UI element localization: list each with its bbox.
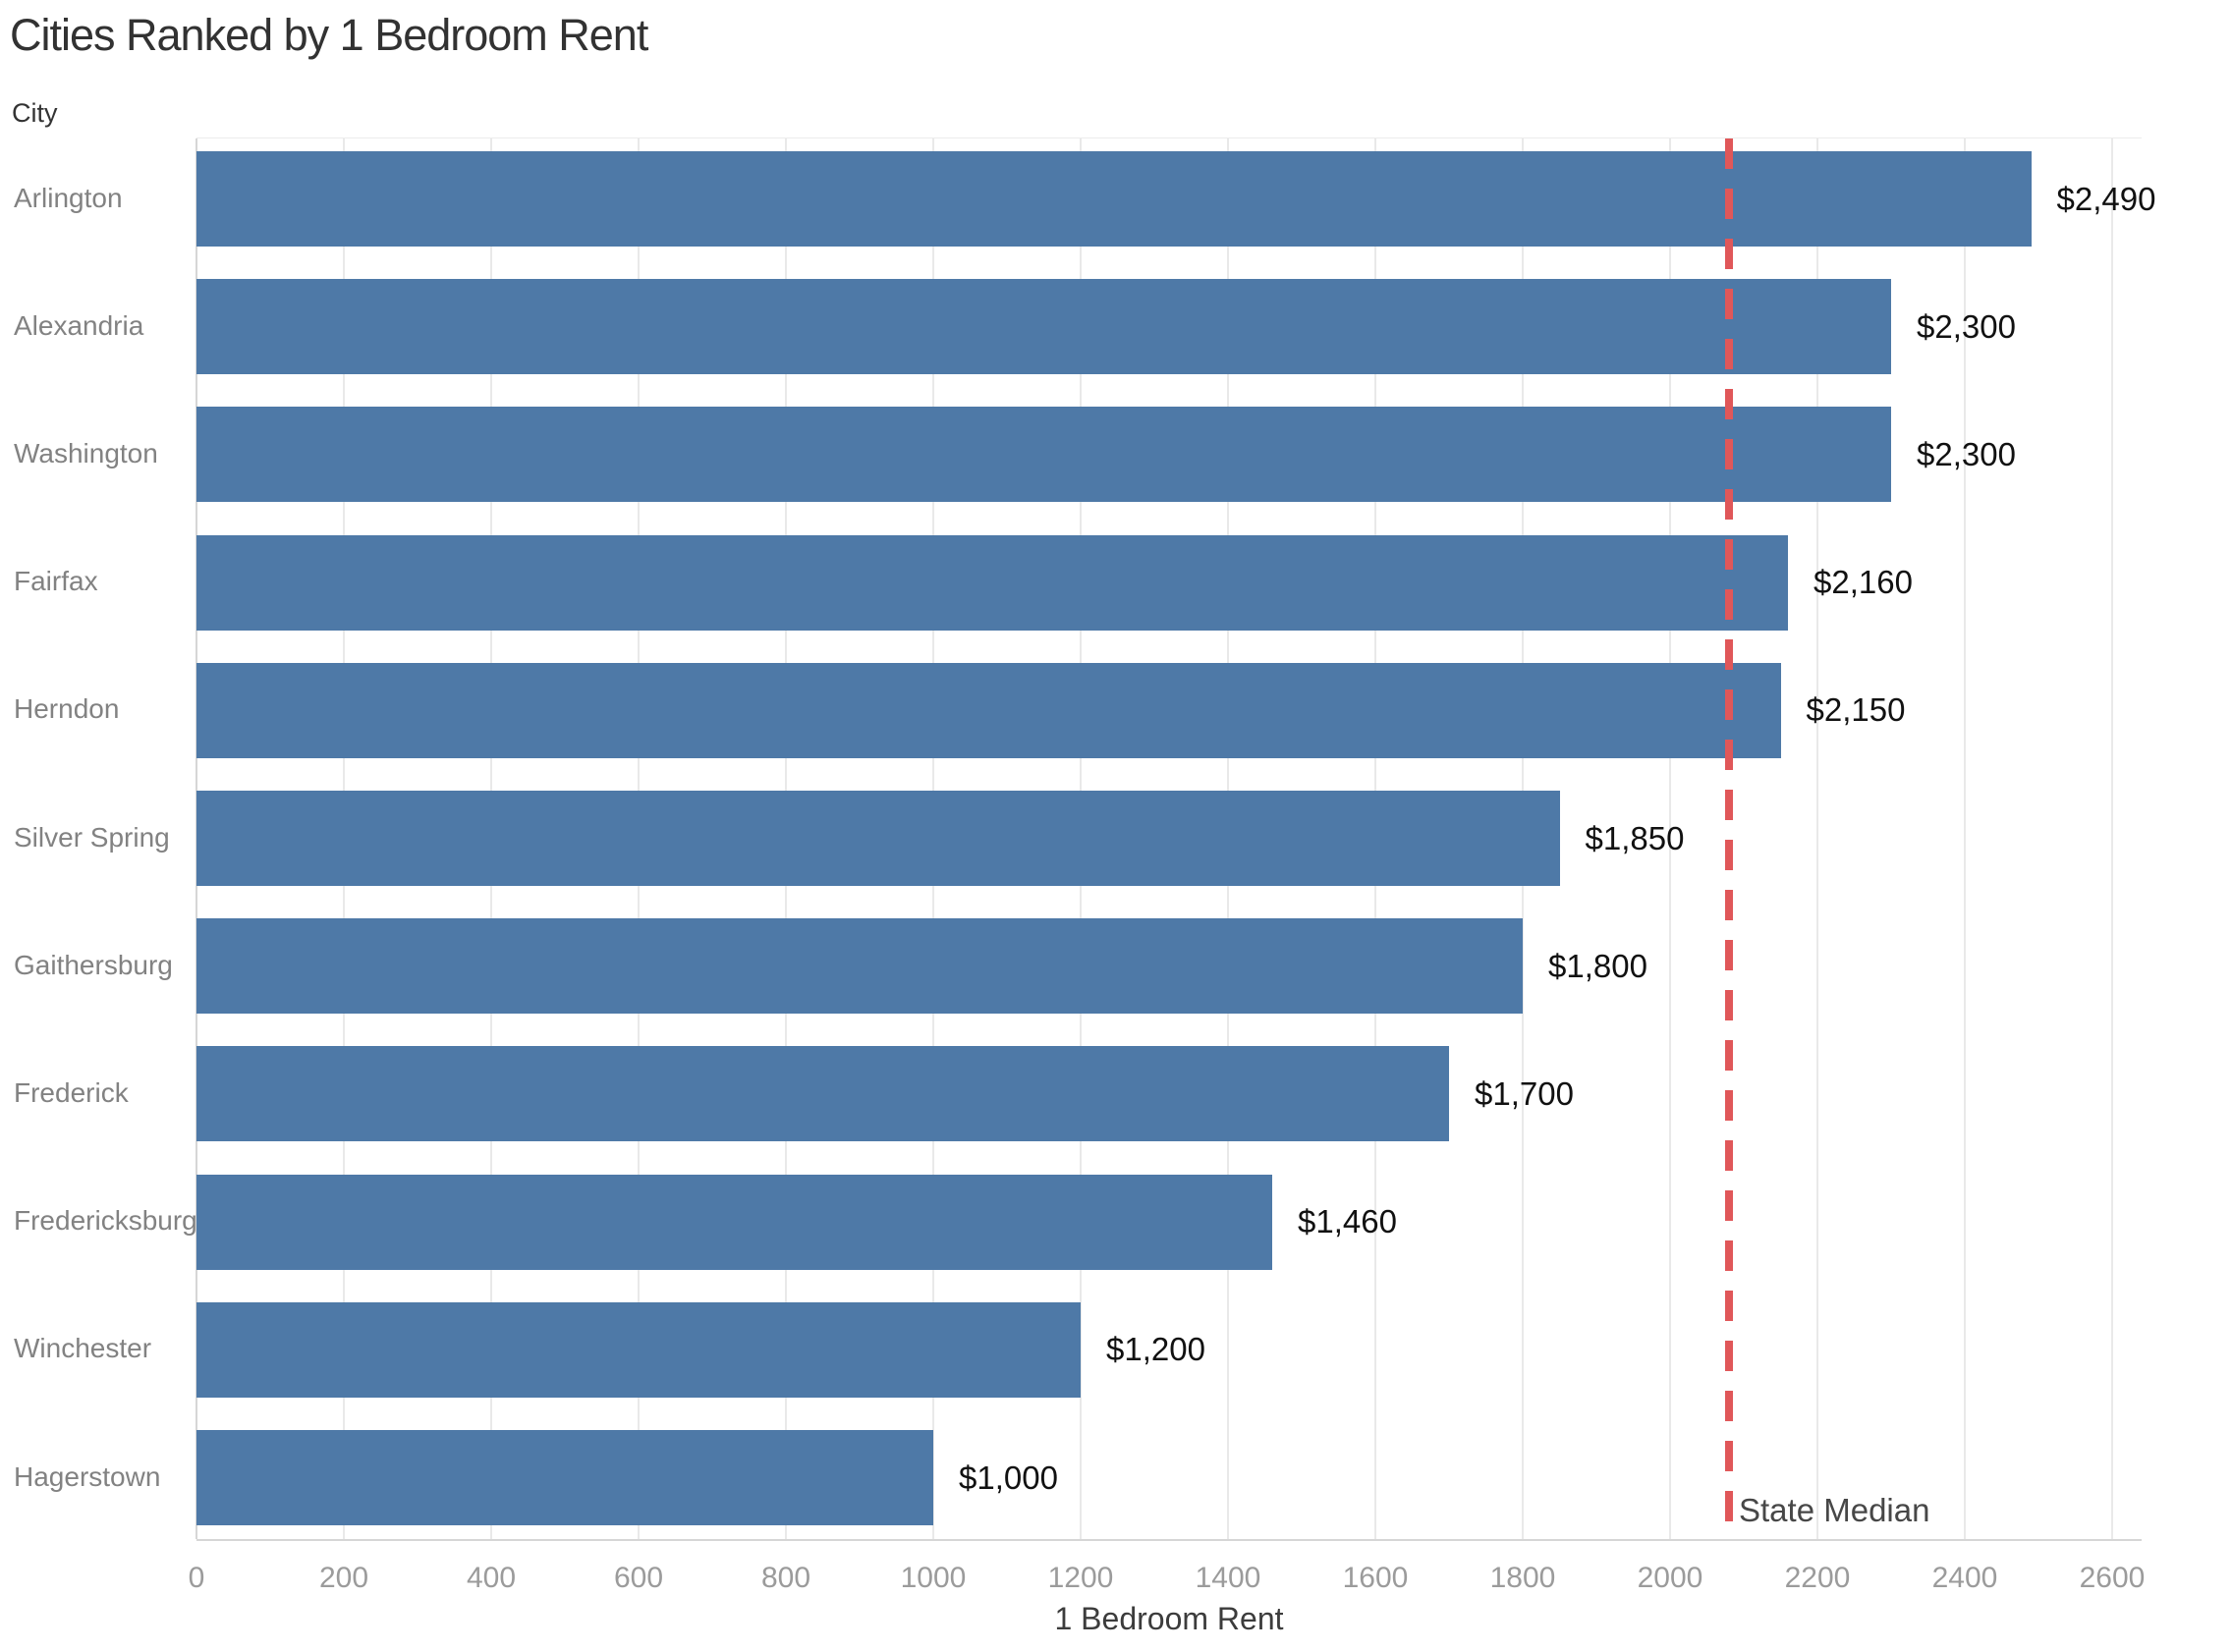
x-tick-label: 1600	[1342, 1562, 1409, 1594]
city-label: Alexandria	[14, 309, 144, 341]
bar-value-label: $1,460	[1298, 1203, 1397, 1240]
bar-washington[interactable]	[196, 407, 1891, 503]
city-label: Herndon	[14, 693, 120, 725]
chart-title: Cities Ranked by 1 Bedroom Rent	[10, 10, 648, 60]
city-label: Fairfax	[14, 566, 98, 597]
bar-frederick[interactable]	[196, 1046, 1449, 1142]
x-tick-label: 400	[466, 1562, 517, 1594]
x-tick-label: 600	[613, 1562, 664, 1594]
bar-hagerstown[interactable]	[196, 1430, 933, 1525]
plot-area: $2,490 $2,300 $2,300 $2,160 $2,150 $1,850 $1,8…	[195, 138, 2155, 1541]
bar-silver-spring[interactable]	[196, 791, 1560, 886]
x-tick-label: 2000	[1637, 1562, 1703, 1594]
bar-value-label: $1,700	[1475, 1074, 1574, 1112]
bar-fairfax[interactable]	[196, 534, 1788, 631]
city-label: Hagerstown	[14, 1460, 161, 1492]
x-axis-title: 1 Bedroom Rent	[1054, 1601, 1284, 1636]
city-label: Winchester	[14, 1333, 152, 1364]
city-label: Fredericksburg	[14, 1205, 197, 1237]
x-tick-label: 1200	[1047, 1562, 1114, 1594]
x-tick-label: 800	[760, 1562, 811, 1594]
bar-fredericksburg[interactable]	[196, 1174, 1272, 1270]
bar-value-label: $2,160	[1814, 564, 1913, 601]
x-tick-label: 1400	[1195, 1562, 1261, 1594]
gridline	[2111, 138, 2113, 1539]
x-tick-label: 1000	[900, 1562, 967, 1594]
city-label: Silver Spring	[14, 821, 170, 853]
bar-value-label: $2,300	[1917, 435, 2016, 472]
city-label: Frederick	[14, 1076, 129, 1108]
gridline	[1816, 138, 1818, 1539]
y-axis-title: City	[12, 98, 58, 128]
bar-value-label: $2,300	[1917, 307, 2016, 345]
x-tick-label: 0	[188, 1562, 205, 1594]
x-tick-label: 2400	[1931, 1562, 1998, 1594]
state-median-reference-line	[1725, 138, 1733, 1539]
bar-value-label: $1,800	[1548, 947, 1647, 984]
bar-herndon[interactable]	[196, 662, 1781, 758]
bar-value-label: $1,200	[1106, 1331, 1205, 1368]
bar-alexandria[interactable]	[196, 279, 1891, 375]
gridline	[1669, 138, 1671, 1539]
x-tick-label: 200	[318, 1562, 369, 1594]
gridline	[1964, 138, 1966, 1539]
bar-winchester[interactable]	[196, 1301, 1081, 1398]
x-tick-label: 2600	[2079, 1562, 2146, 1594]
x-tick-label: 2200	[1784, 1562, 1851, 1594]
city-label: Gaithersburg	[14, 949, 173, 980]
bar-gaithersburg[interactable]	[196, 918, 1523, 1015]
bar-value-label: $1,850	[1585, 819, 1685, 856]
city-label: Arlington	[14, 182, 123, 213]
bar-value-label: $2,490	[2056, 180, 2156, 217]
bar-arlington[interactable]	[196, 151, 2032, 247]
state-median-label: State Median	[1739, 1492, 1930, 1528]
bar-value-label: $2,150	[1806, 691, 1906, 729]
x-tick-label: 1800	[1489, 1562, 1556, 1594]
city-label: Washington	[14, 437, 158, 468]
bar-value-label: $1,000	[959, 1459, 1058, 1496]
